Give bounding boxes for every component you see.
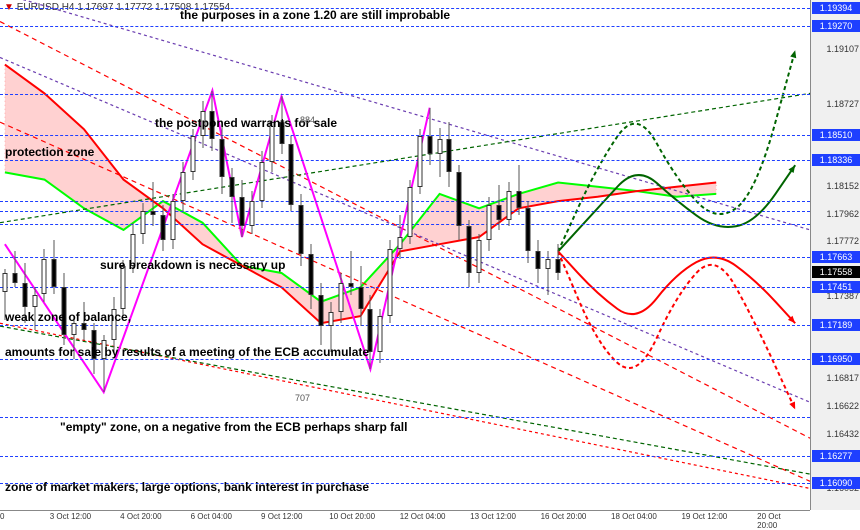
annotation: the purposes in a zone 1.20 are still im… <box>180 8 450 22</box>
annotation: sure breakdown is necessary up <box>100 258 285 272</box>
annotation: weak zone of balance, <box>5 310 131 324</box>
plot-area[interactable]: ▼ EURUSD,H4 1.17697 1.17772 1.17508 1.17… <box>0 0 810 510</box>
annotation: amounts for sale by results of a meeting… <box>5 345 369 359</box>
chart-root: ▼ EURUSD,H4 1.17697 1.17772 1.17508 1.17… <box>0 0 860 525</box>
y-axis: 1.191071.187271.181521.179621.177721.173… <box>810 0 860 510</box>
x-axis: 003 Oct 12:004 Oct 20:006 Oct 04:009 Oct… <box>0 510 810 525</box>
annotation: zone of market makers, large options, ba… <box>5 480 369 494</box>
annotation: "empty" zone, on a negative from the ECB… <box>60 420 407 434</box>
annotation: protection zone <box>5 145 94 159</box>
